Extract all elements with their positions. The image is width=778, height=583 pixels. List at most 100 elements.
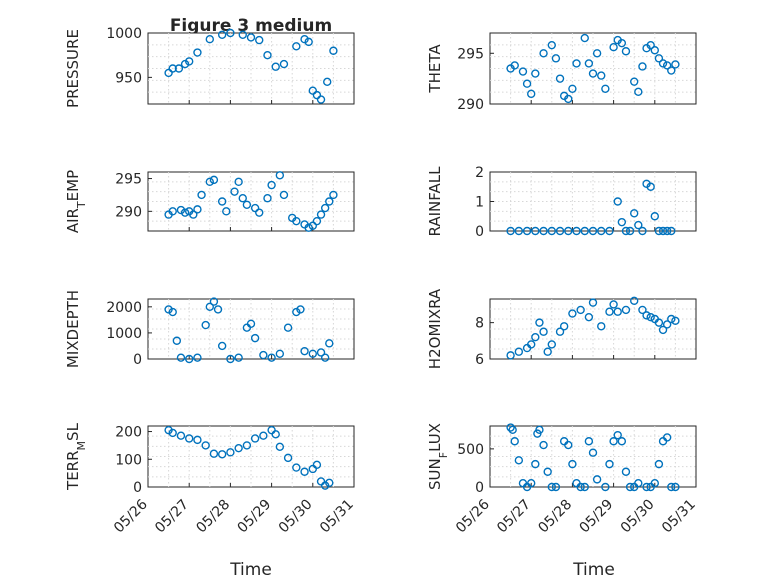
data-point: [658, 59, 668, 68]
data-point: [576, 482, 585, 492]
data-point: [267, 180, 276, 190]
x-tick-label: 05/31: [659, 497, 699, 537]
data-point: [597, 226, 606, 236]
data-point: [547, 40, 556, 50]
data-point: [329, 190, 338, 200]
data-point: [539, 226, 548, 236]
y-axis-label: MIXDEPTH: [64, 290, 82, 368]
data-point: [592, 49, 602, 58]
data-point: [630, 296, 639, 306]
data-point: [576, 305, 585, 315]
y-tick-label: 0: [475, 480, 484, 496]
data-point: [584, 437, 594, 446]
y-tick-label: 295: [457, 46, 484, 62]
data-point: [275, 349, 285, 358]
data-point: [168, 307, 177, 317]
data-point: [259, 431, 268, 440]
data-point: [580, 226, 589, 236]
data-point: [292, 307, 301, 317]
data-point: [168, 64, 177, 73]
data-point: [250, 203, 260, 213]
data-point: [568, 84, 577, 93]
data-point: [325, 339, 334, 348]
data-point: [555, 226, 565, 236]
data-point: [292, 463, 301, 472]
data-point: [638, 62, 647, 71]
data-point: [213, 305, 223, 314]
data-point: [217, 197, 227, 206]
x-axis-label-right: Time: [572, 560, 615, 580]
data-point: [642, 482, 651, 492]
data-point: [312, 90, 322, 100]
data-point: [580, 33, 589, 43]
data-point: [283, 323, 293, 332]
data-point: [551, 482, 561, 492]
data-point: [292, 216, 301, 226]
data-point: [510, 61, 519, 70]
data-point: [568, 309, 577, 318]
data-point: [662, 320, 672, 329]
data-point: [667, 226, 676, 236]
data-point: [609, 437, 618, 446]
data-point: [584, 312, 594, 322]
data-point: [226, 354, 235, 364]
data-point: [514, 456, 524, 465]
data-point: [584, 59, 594, 68]
y-tick-label: 290: [457, 97, 484, 113]
data-point: [275, 171, 285, 180]
data-point: [226, 448, 235, 457]
data-point: [601, 84, 610, 93]
data-point: [568, 459, 577, 469]
y-tick-label: 500: [457, 442, 484, 458]
data-point: [308, 86, 317, 95]
y-tick-label: 290: [115, 204, 142, 220]
data-point: [510, 437, 519, 446]
data-point: [168, 428, 177, 438]
data-point: [234, 177, 243, 187]
data-point: [572, 226, 581, 236]
data-point: [527, 478, 536, 488]
data-point: [304, 223, 313, 232]
x-tick-label: 05/27: [152, 497, 192, 537]
data-point: [539, 49, 548, 58]
data-point: [316, 348, 326, 357]
data-point: [508, 425, 517, 435]
data-point: [325, 197, 334, 206]
data-point: [630, 209, 639, 218]
data-point: [625, 226, 635, 236]
data-point: [555, 327, 565, 336]
y-tick-label: 1: [475, 195, 484, 211]
y-axis-label: TERRMSL: [64, 422, 88, 491]
data-point: [180, 59, 190, 69]
data-point: [238, 194, 247, 203]
data-point: [617, 38, 627, 48]
data-point: [621, 467, 631, 476]
data-point: [514, 347, 524, 356]
data-point: [308, 349, 317, 358]
data-point: [588, 226, 598, 236]
data-point: [217, 30, 227, 39]
data-point: [250, 434, 260, 443]
y-axis-label: RAINFALL: [426, 166, 444, 237]
data-point: [308, 221, 317, 230]
data-point: [514, 226, 524, 236]
data-point: [176, 353, 186, 362]
data-point: [638, 305, 647, 315]
data-point: [506, 351, 515, 360]
subplot-air-temp: 290 295 AIRTEMP: [64, 170, 355, 233]
plot-area: [147, 298, 355, 360]
data-point: [671, 482, 680, 492]
data-point: [522, 226, 532, 236]
data-point: [613, 197, 622, 206]
data-point: [320, 353, 330, 362]
data-point: [205, 177, 215, 187]
data-point: [329, 46, 338, 55]
data-point: [588, 69, 598, 78]
y-tick-label: 6: [475, 352, 484, 368]
y-tick-label: 200: [115, 425, 142, 441]
data-point: [176, 205, 186, 215]
data-point: [271, 430, 280, 439]
